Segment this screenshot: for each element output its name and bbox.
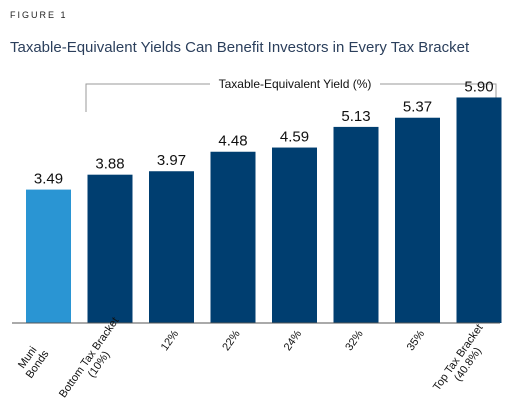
bar-0 bbox=[26, 189, 71, 323]
tick-label-2-line-0: 12% bbox=[159, 328, 182, 353]
tick-label-5: 32% bbox=[343, 328, 366, 353]
tick-label-3: 22% bbox=[220, 328, 243, 353]
tick-label-4: 24% bbox=[282, 328, 305, 353]
tick-label-4-line-0: 24% bbox=[282, 328, 305, 353]
bar-5 bbox=[333, 126, 379, 323]
value-label-1: 3.88 bbox=[95, 156, 124, 173]
tick-label-1-line-0: Bottom Tax Bracket bbox=[57, 315, 121, 400]
bracket-label: Taxable-Equivalent Yield (%) bbox=[219, 77, 372, 91]
bar-6 bbox=[395, 117, 440, 323]
tick-label-3-line-0: 22% bbox=[220, 328, 243, 353]
tick-label-6: 35% bbox=[405, 328, 428, 353]
value-label-5: 5.13 bbox=[341, 108, 370, 125]
chart-title: Taxable-Equivalent Yields Can Benefit In… bbox=[10, 39, 470, 56]
tick-label-6-line-0: 35% bbox=[405, 328, 428, 353]
tick-label-7: Top Tax Bracket(40.8%) bbox=[431, 322, 486, 393]
bar-4 bbox=[272, 147, 317, 323]
tick-label-1: Bottom Tax Bracket(10%) bbox=[57, 315, 121, 400]
value-label-7: 5.90 bbox=[464, 78, 493, 95]
bar-1 bbox=[87, 174, 133, 323]
bar-3 bbox=[210, 151, 256, 323]
figure-label: FIGURE 1 bbox=[10, 10, 68, 20]
tick-label-2: 12% bbox=[159, 328, 182, 353]
tick-label-5-line-0: 32% bbox=[343, 328, 366, 353]
bracket-label-bg bbox=[210, 74, 380, 94]
value-label-3: 4.48 bbox=[218, 133, 247, 150]
value-label-4: 4.59 bbox=[280, 129, 309, 146]
bars bbox=[26, 97, 502, 323]
value-label-6: 5.37 bbox=[403, 99, 432, 116]
bar-7 bbox=[456, 97, 502, 323]
value-label-0: 3.49 bbox=[34, 171, 63, 188]
value-label-2: 3.97 bbox=[157, 152, 186, 169]
bar-2 bbox=[149, 171, 194, 323]
